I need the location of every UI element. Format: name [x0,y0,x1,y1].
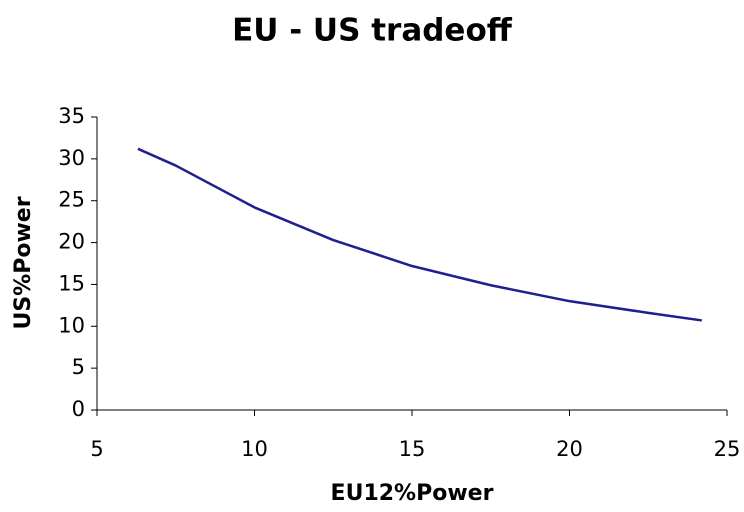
x-tick-label: 25 [714,437,741,461]
y-tick-label: 15 [58,271,85,295]
y-tick-label: 10 [58,313,85,337]
y-tick-label: 20 [58,230,85,254]
y-tick-label: 25 [58,188,85,212]
x-tick-label: 5 [90,437,103,461]
y-axis-label: US%Power [11,196,36,329]
x-axis-label: EU12%Power [331,481,494,506]
x-tick-label: 15 [399,437,426,461]
x-tick-label: 10 [241,437,268,461]
x-tick-label: 20 [556,437,583,461]
line-series [137,147,702,322]
y-tick-label: 0 [72,397,85,421]
y-tick-label: 5 [72,355,85,379]
chart-title: EU - US tradeoff [232,13,513,49]
y-tick-label: 30 [58,146,85,170]
y-tick-label: 35 [58,104,85,128]
